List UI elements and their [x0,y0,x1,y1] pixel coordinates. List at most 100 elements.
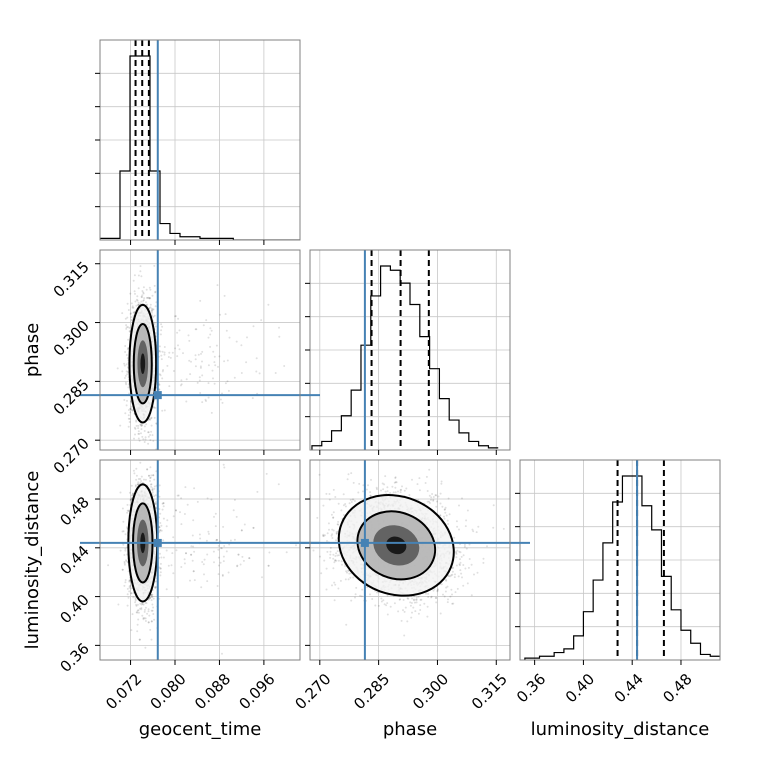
sample-point [210,411,213,414]
sample-point [139,423,142,426]
sample-point [212,350,215,353]
sample-point [137,287,140,290]
sample-point [119,424,122,427]
sample-point [160,329,163,332]
sample-point [223,294,226,297]
sample-point [154,502,157,505]
sample-point [121,312,124,315]
sample-point [140,480,143,482]
sample-point [135,603,138,606]
sample-point [148,307,151,309]
sample-point [138,244,140,246]
sample-point [260,319,263,322]
sample-point [439,612,442,615]
sample-point [205,319,208,322]
sample-point [119,491,122,494]
sample-point [153,264,156,267]
sample-point [302,591,304,593]
sample-point [240,372,243,374]
hist-panel-geocent_time [100,40,300,240]
sample-point [242,559,245,562]
sample-point [125,354,128,356]
sample-point [183,513,186,515]
sample-point [233,498,236,501]
sample-point [140,432,142,435]
histogram-luminosity_distance [524,475,720,660]
sample-point [145,423,148,426]
sample-point [192,545,195,548]
sample-point [199,366,202,369]
sample-point [220,547,223,550]
sample-point [328,493,331,495]
sample-point [222,560,225,563]
sample-point [121,568,124,571]
sample-point [152,474,155,477]
sample-point [124,549,127,552]
sample-point [149,483,152,486]
sample-point [166,364,169,367]
sample-point [129,499,132,502]
sample-point [221,401,224,404]
sample-point [176,355,179,358]
sample-point [143,441,146,443]
sample-point [265,472,268,475]
sample-point [152,315,155,318]
sample-point [135,304,138,307]
sample-point [134,485,137,488]
sample-point [347,473,350,476]
sample-point [154,325,157,328]
sample-point [124,317,127,320]
sample-point [161,409,164,412]
sample-point [123,560,126,563]
sample-point [147,431,150,434]
sample-point [145,288,148,291]
sample-point [200,586,203,589]
sample-point [160,354,163,357]
sample-point [125,404,128,407]
sample-point [154,502,157,505]
sample-point [216,284,219,287]
sample-point [207,364,210,367]
sample-point [140,424,143,427]
sample-point [126,587,129,590]
sample-point [154,290,157,293]
sample-point [158,383,161,386]
sample-point [149,476,152,479]
sample-point [132,311,135,314]
sample-point [228,336,231,339]
sample-point [193,579,196,582]
sample-point [123,377,126,379]
sample-point [258,372,261,375]
sample-point [151,609,154,612]
sample-point [126,593,129,596]
sample-point [127,417,130,420]
sample-point [129,292,132,295]
sample-point [150,594,153,597]
sample-point [225,550,228,553]
sample-point [251,397,254,400]
sample-point [252,526,255,529]
sample-point [135,474,138,477]
sample-point [172,370,175,372]
sample-point [136,623,139,626]
sample-point [380,597,383,600]
sample-point [126,302,129,305]
sample-point [210,329,213,332]
sample-point [145,301,147,304]
sample-point [127,338,130,341]
sample-point [224,382,227,385]
sample-point [152,613,155,615]
sample-point [137,437,140,440]
sample-point [127,425,130,428]
sample-point [177,344,179,347]
sample-point [214,525,217,528]
sample-point [148,597,151,600]
sample-point [134,433,136,436]
sample-point [199,299,202,302]
sample-point [119,549,122,552]
sample-point [167,564,170,567]
sample-point [128,417,131,420]
sample-point [350,599,353,602]
sample-point [384,490,387,493]
sample-point [146,468,149,471]
